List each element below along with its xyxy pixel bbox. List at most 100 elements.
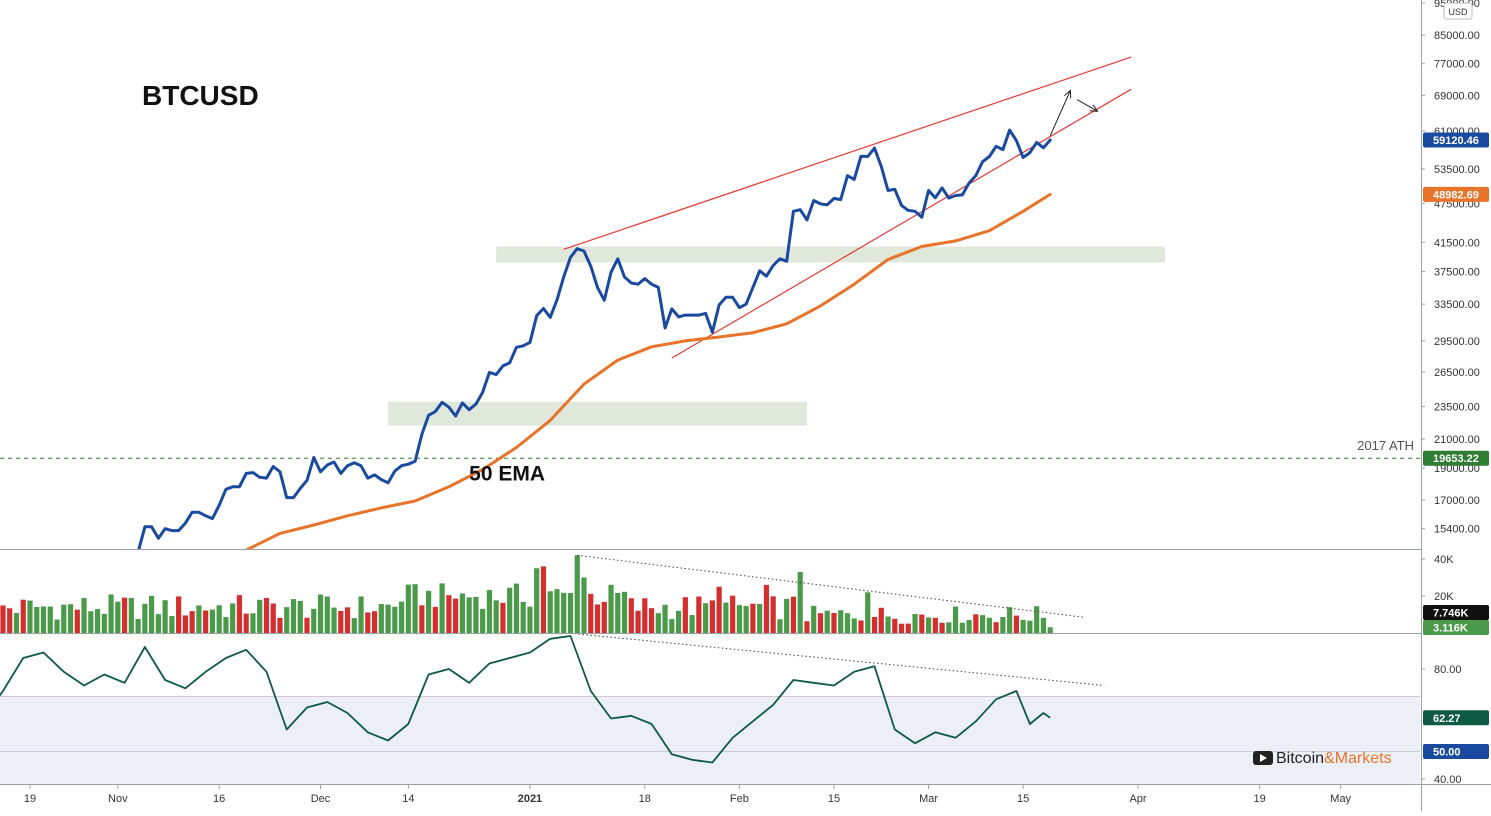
volume-bar	[277, 617, 283, 633]
volume-bar	[169, 616, 175, 633]
volume-bar	[939, 622, 945, 633]
volume-bar	[932, 617, 938, 633]
volume-bar	[446, 595, 452, 633]
ath-label: 2017 ATH	[1357, 438, 1414, 453]
volume-bar	[507, 587, 513, 633]
volume-bar	[365, 612, 371, 633]
x-tick-label: May	[1330, 793, 1351, 805]
volume-bar	[243, 613, 249, 633]
volume-bar	[351, 618, 357, 633]
x-tick-label: Nov	[108, 793, 128, 805]
volume-bar	[730, 595, 736, 633]
volume-bar	[925, 617, 932, 633]
oscillator-tick-label: 80.00	[1434, 664, 1462, 676]
volume-bar	[473, 596, 479, 633]
x-tick-label: Apr	[1129, 793, 1146, 805]
volume-bar	[405, 584, 411, 633]
watermark-markets: Markets	[1335, 750, 1392, 767]
volume-bar	[13, 612, 20, 633]
volume-bar	[892, 618, 898, 633]
volume-bar	[27, 600, 33, 633]
volume-bar	[682, 597, 688, 633]
volume-bar	[628, 598, 634, 633]
oscillator-tick-label: 40.00	[1434, 774, 1462, 786]
volume-bar	[1013, 615, 1019, 633]
volume-bar	[176, 596, 182, 633]
volume-bar	[655, 613, 661, 633]
volume-bar	[135, 618, 141, 633]
volume-bar	[615, 592, 621, 633]
volume-bar	[703, 603, 709, 633]
volume-bar	[297, 600, 303, 633]
volume-bar	[1027, 620, 1033, 633]
volume-tick-label: 40K	[1434, 554, 1454, 566]
oscillator-value-tag-text: 50.00	[1433, 747, 1461, 759]
volume-bar	[534, 568, 540, 633]
support-zone	[496, 246, 1166, 263]
currency-label: USD	[1448, 7, 1468, 17]
currency-button[interactable]	[1443, 2, 1473, 20]
volume-bar	[34, 607, 40, 633]
x-tick-label: 15	[828, 793, 840, 805]
volume-value-tag: 7.746K	[1423, 605, 1489, 620]
volume-bar	[236, 595, 243, 633]
y-tick-label: 29500.00	[1434, 336, 1480, 348]
volume-bar	[946, 622, 952, 633]
arrow-head	[1089, 104, 1099, 112]
volume-bar	[81, 598, 87, 633]
volume-bar	[723, 602, 729, 633]
y-tick-label: 26500.00	[1434, 367, 1480, 379]
volume-bar	[128, 597, 134, 633]
volume-tick-label: 20K	[1434, 591, 1454, 603]
volume-bar	[784, 598, 790, 633]
volume-bar	[412, 584, 418, 633]
volume-bar	[149, 595, 155, 633]
price-value-tag-bg	[1423, 450, 1489, 466]
volume-bar	[1020, 619, 1026, 633]
volume-bar	[162, 600, 168, 633]
wedge-trendline	[563, 56, 1132, 250]
volume-bar	[344, 607, 351, 633]
oscillator-band	[0, 696, 1420, 784]
volume-bar	[1047, 627, 1053, 633]
price-value-tag-text: 59120.46	[1433, 135, 1479, 147]
y-tick-label: 21000.00	[1434, 434, 1480, 446]
x-tick-label: 2021	[518, 793, 542, 805]
volume-bar	[331, 607, 337, 633]
y-tick-label: 23500.00	[1434, 402, 1480, 414]
volume-bar	[317, 594, 324, 633]
volume-bar	[986, 617, 992, 633]
volume-bar	[94, 609, 101, 633]
volume-bar	[324, 596, 330, 633]
volume-bar	[952, 606, 959, 633]
y-tick-label: 41500.00	[1434, 237, 1480, 249]
volume-bar	[540, 566, 547, 633]
volume-bar	[257, 599, 263, 633]
volume-bar	[311, 608, 317, 633]
volume-bar	[851, 618, 857, 633]
volume-bar	[648, 608, 655, 633]
volume-bar	[453, 598, 459, 633]
volume-bar	[811, 605, 817, 633]
x-tick-label: Dec	[311, 793, 331, 805]
volume-bar	[635, 610, 641, 633]
volume-bar	[216, 605, 222, 633]
volume-panel	[0, 554, 1085, 633]
volume-bar	[757, 603, 763, 633]
volume-bar	[439, 583, 445, 633]
volume-bar	[426, 590, 432, 633]
volume-bar	[121, 597, 128, 633]
volume-bar	[662, 604, 668, 633]
volume-bar	[20, 599, 26, 633]
volume-bar	[47, 606, 53, 633]
projection-arrow	[1076, 99, 1098, 112]
volume-bar	[230, 603, 236, 633]
volume-bar	[250, 613, 256, 633]
volume-bar	[871, 616, 878, 633]
y-tick-label: 37500.00	[1434, 267, 1480, 279]
volume-bar	[689, 615, 695, 633]
ema-label: 50 EMA	[469, 462, 545, 485]
volume-bar	[392, 606, 398, 633]
volume-bar	[378, 604, 384, 633]
